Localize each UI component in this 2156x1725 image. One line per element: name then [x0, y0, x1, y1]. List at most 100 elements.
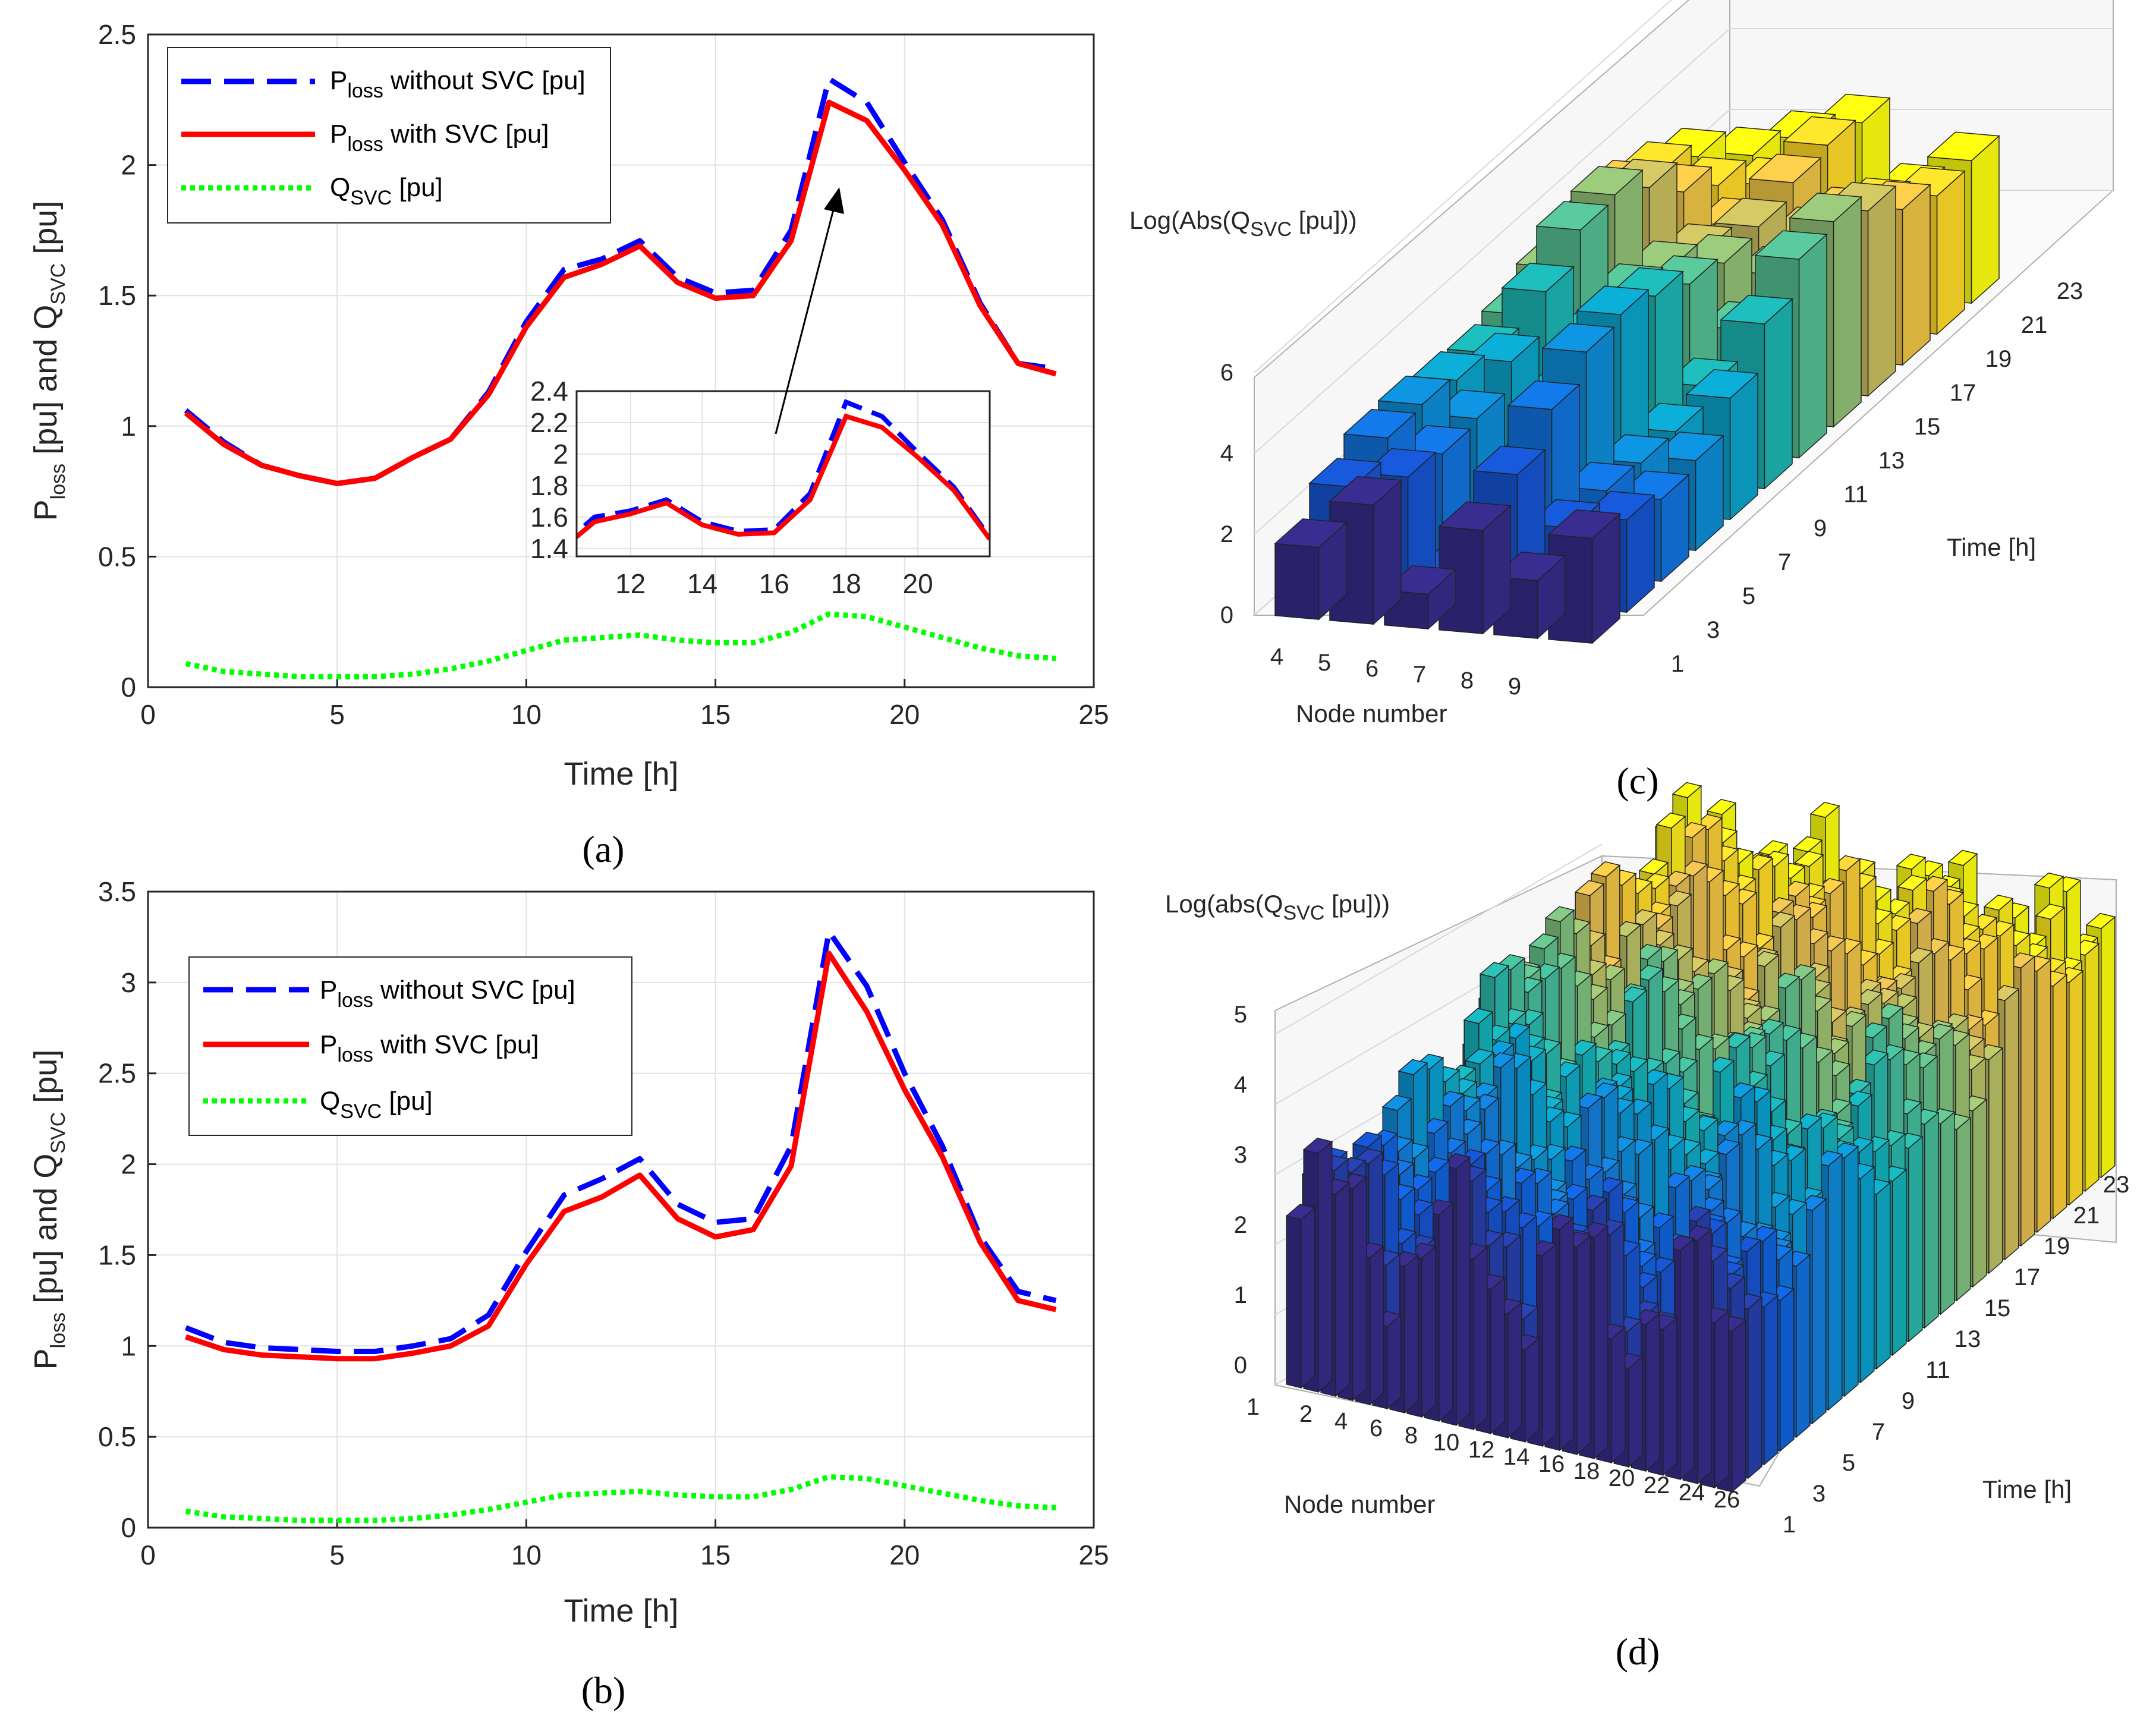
chart-b-xtick-label: 15	[700, 1540, 731, 1570]
chart-d-z-ticks: 0 1 2 3 4 5	[1234, 1002, 1247, 1378]
chart-c-title: Log(Abs(QSVC [pu]))	[1129, 206, 1357, 241]
chart-a-axes-box	[147, 33, 1095, 688]
bar-side	[1924, 1112, 1939, 1329]
inset-box	[575, 390, 991, 558]
chart-b-xtick-label: 25	[1078, 1540, 1109, 1570]
chart-c-time-tick-label: 9	[1814, 515, 1827, 542]
bar-side	[1729, 372, 1758, 521]
bar-top	[1544, 906, 1575, 923]
legend-b-label-with: Ploss with SVC [pu]	[320, 1030, 539, 1066]
bar-side	[2069, 969, 2083, 1206]
bar-side	[2004, 988, 2019, 1261]
bar-top	[1535, 201, 1609, 231]
chart-d-node-tick-label: 18	[1573, 1458, 1600, 1484]
bar-side	[1421, 1245, 1436, 1418]
bar-top	[1590, 861, 1621, 878]
inset-ytick-label: 2.4	[530, 376, 568, 407]
bar-top	[1927, 131, 2000, 162]
bar-side	[1796, 1254, 1811, 1438]
legend-a-label-with: Ploss with SVC [pu]	[330, 119, 549, 156]
chart-d-ztick-label: 4	[1234, 1072, 1247, 1098]
chart-c-time-tick-label: 3	[1707, 617, 1720, 643]
bar-top	[2085, 912, 2116, 929]
bar-side	[1576, 1234, 1591, 1456]
bar-top	[1793, 851, 1824, 867]
chart-d-time-tick-label: 1	[1783, 1512, 1796, 1538]
chart-d-node-tick-label: 22	[1644, 1472, 1670, 1499]
chart-a-ytick-label: 0	[121, 672, 136, 703]
bar-top	[1665, 357, 1739, 388]
chart-a-xtick-label: 15	[700, 699, 731, 730]
chart-b-ytick-label: 3.5	[98, 876, 136, 907]
chart-c-node-tick-label: 6	[1365, 656, 1378, 682]
bar-top	[1547, 509, 1621, 539]
chart-d-node-tick-label: 2	[1299, 1401, 1313, 1427]
legend-a-label-qsvc: QSVC [pu]	[330, 173, 443, 209]
chart-a-ytick-label: 1	[121, 411, 136, 442]
inset-xtick-label: 16	[759, 568, 789, 599]
chart-a-ytick-label: 0.5	[98, 541, 136, 572]
bar-top	[1792, 836, 1823, 852]
chart-c-node-tick-label: 5	[1318, 650, 1331, 676]
chart-a-xtick-label: 20	[889, 699, 920, 730]
chart-d-node-tick-label: 26	[1714, 1487, 1740, 1513]
chart-d-time-tick-label: 21	[2073, 1203, 2100, 1229]
bar-front	[1274, 543, 1320, 620]
bar-top	[1754, 230, 1828, 260]
bar-top	[1381, 1094, 1412, 1111]
chart-d-xlabel: Node number	[1284, 1490, 1435, 1518]
inset-xtick-label: 14	[687, 568, 717, 599]
bar-side	[1988, 1047, 2003, 1274]
bar-top	[1302, 1137, 1333, 1154]
bar-top	[1377, 375, 1451, 405]
chart-d-ztick-label: 3	[1234, 1142, 1247, 1168]
bar-top	[1343, 408, 1417, 439]
chart-c-time-tick-label: 5	[1742, 583, 1755, 609]
bar-side	[1697, 1228, 1712, 1485]
bar-side	[2053, 974, 2067, 1220]
bar-side	[1404, 1254, 1419, 1414]
chart-b-xtick-label: 20	[889, 1540, 920, 1570]
chart-b-series-without-svc	[184, 928, 1057, 1354]
chart-a-legend: Ploss without SVC [pu] Ploss with SVC [p…	[167, 47, 611, 224]
bar-top	[1572, 1093, 1603, 1109]
chart-a-ylabel: Ploss [pu] and QSVC [pu]	[28, 201, 70, 521]
chart-b-ytick-label: 1	[121, 1330, 136, 1361]
chart-c-bars	[1274, 93, 2000, 644]
chart-d-node-tick-label: 14	[1503, 1444, 1530, 1470]
bar-top	[1748, 153, 1822, 184]
bar-top	[1383, 565, 1457, 595]
bar-side	[1387, 1314, 1402, 1410]
bar-side	[1370, 1245, 1384, 1406]
chart-d-time-tick-label: 23	[2103, 1172, 2130, 1198]
chart-d-time-tick-label: 3	[1812, 1481, 1825, 1507]
chart-c-time-tick-label: 17	[1950, 380, 1976, 406]
chart-a-series-with-svc	[184, 99, 1057, 486]
chart-d-node-tick-label: 6	[1370, 1415, 1383, 1441]
chart-b-ytick-label: 2.5	[98, 1058, 136, 1089]
bar-top	[1352, 1131, 1383, 1148]
chart-d-time-tick-label: 15	[1984, 1295, 2011, 1321]
inset-series-with-svc	[577, 413, 990, 541]
bar3d	[1438, 501, 1512, 635]
chart-b-ylabel: Ploss [pu] and QSVC [pu]	[28, 1050, 70, 1370]
bar-top	[1983, 894, 2014, 911]
bar-top	[2035, 904, 2066, 920]
chart-d-ztick-label: 2	[1234, 1212, 1247, 1238]
bar-top	[1576, 285, 1650, 315]
chart-c-time-tick-label: 23	[2057, 278, 2083, 304]
bar-top	[1655, 812, 1686, 829]
chart-d-bars	[1285, 782, 2116, 1493]
chart-a-y-ticks: 0 0.5 1 1.5 2 2.5	[98, 19, 156, 703]
chart-c-node-ticks: 4 5 6 7 8 9	[1270, 644, 1521, 700]
bar-top	[1638, 858, 1669, 875]
legend-b-label-qsvc: QSVC [pu]	[320, 1087, 433, 1123]
chart-d-node-tick-label: 20	[1609, 1465, 1635, 1491]
bar-top	[1708, 127, 1782, 156]
chart-c-time-tick-label: 21	[2021, 312, 2048, 338]
bar-side	[1680, 1238, 1695, 1481]
chart-c-panel-label: (c)	[1616, 760, 1658, 802]
chart-a-xtick-label: 25	[1078, 699, 1109, 730]
bar-side	[1812, 1198, 1827, 1425]
chart-b-ytick-label: 2	[121, 1149, 136, 1180]
